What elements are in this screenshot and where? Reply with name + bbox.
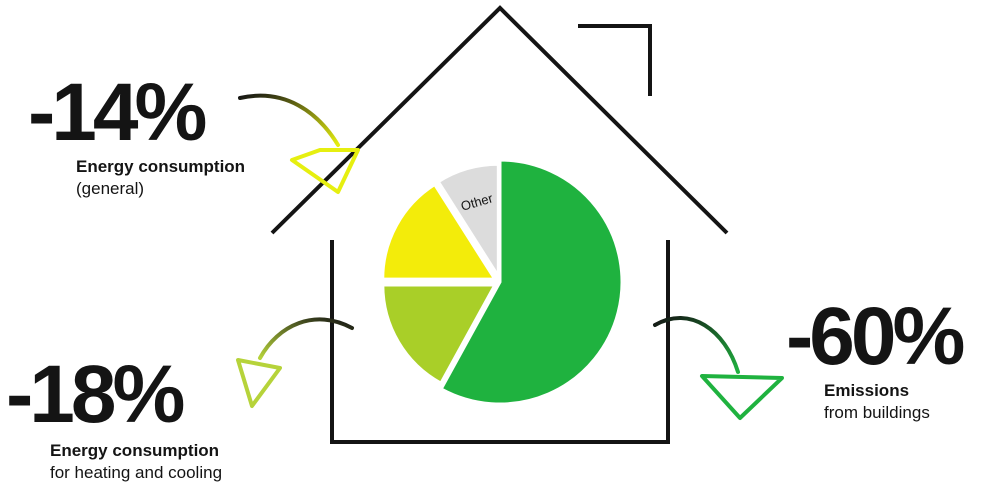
stat-label-secondary: from buildings xyxy=(824,403,930,422)
pie-chart: Other xyxy=(381,158,624,406)
stat-label-secondary: for heating and cooling xyxy=(50,463,223,482)
stat-label-primary: Energy consumption xyxy=(50,441,220,460)
stat-emissions-buildings: -60% Emissions from buildings xyxy=(786,291,965,424)
stat-value: -18% xyxy=(6,349,185,440)
stat-energy-consumption-general: -14% Energy consumption (general) xyxy=(28,72,245,200)
house-walls-outline xyxy=(330,240,670,444)
arrow-icon-emissions xyxy=(653,316,784,420)
pie-slice-2 xyxy=(381,283,498,386)
pie-slice-3 xyxy=(381,182,498,281)
arrow-icon-energy-general xyxy=(238,93,360,194)
stat-label-primary: Energy consumption xyxy=(76,157,246,176)
stat-value: -60% xyxy=(786,291,965,382)
arrow-icon-heating-cooling xyxy=(236,317,354,408)
pie-slice-1 xyxy=(439,158,624,406)
stat-label-secondary: (general) xyxy=(76,179,145,198)
house-roof-outline xyxy=(270,5,729,235)
pie-slice-4 xyxy=(436,162,500,282)
stat-energy-heating-cooling: -18% Energy consumption for heating and … xyxy=(6,354,222,484)
stat-label-primary: Emissions xyxy=(824,381,910,400)
stat-value: -14% xyxy=(28,67,207,158)
chimney-outline xyxy=(578,24,652,96)
